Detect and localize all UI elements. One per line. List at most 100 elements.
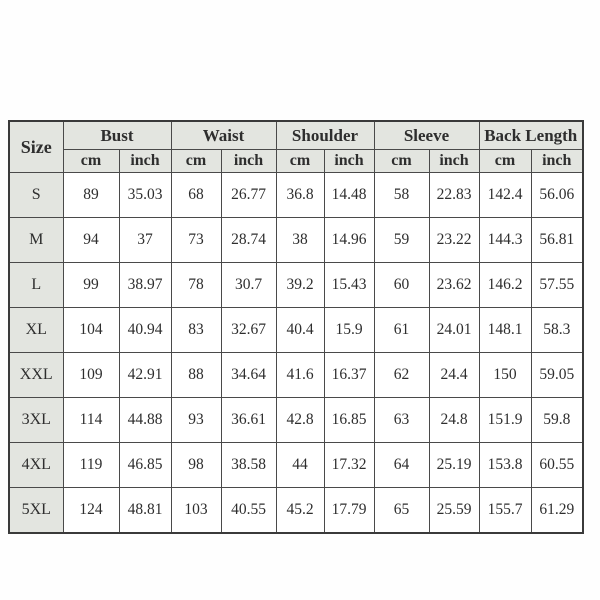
table-cell: 78	[170, 262, 222, 308]
table-cell: 34.64	[220, 352, 277, 398]
unit-header-waist-cm: cm	[170, 149, 222, 173]
table-cell: 104	[62, 307, 120, 353]
table-row-l: L 99 38.97 78 30.7 39.2 15.43 60 23.62 1…	[8, 262, 584, 308]
table-cell: 58	[373, 172, 430, 218]
table-cell: 22.83	[428, 172, 480, 218]
table-cell: 142.4	[478, 172, 532, 218]
table-row-xl: XL 104 40.94 83 32.67 40.4 15.9 61 24.01…	[8, 307, 584, 353]
table-cell: 119	[62, 442, 120, 488]
table-cell: 59	[373, 217, 430, 263]
unit-header-sleeve-inch: inch	[428, 149, 480, 173]
size-label: 3XL	[8, 397, 64, 443]
table-cell: 93	[170, 397, 222, 443]
column-header-shoulder: Shoulder	[275, 120, 375, 150]
table-cell: 39.2	[275, 262, 325, 308]
table-cell: 146.2	[478, 262, 532, 308]
size-label: S	[8, 172, 64, 218]
table-cell: 24.01	[428, 307, 480, 353]
table-cell: 59.05	[530, 352, 584, 398]
table-cell: 30.7	[220, 262, 277, 308]
table-cell: 44.88	[118, 397, 172, 443]
table-cell: 40.94	[118, 307, 172, 353]
size-label: XL	[8, 307, 64, 353]
table-cell: 89	[62, 172, 120, 218]
table-cell: 56.06	[530, 172, 584, 218]
table-cell: 40.55	[220, 487, 277, 533]
table-cell: 32.67	[220, 307, 277, 353]
size-label: M	[8, 217, 64, 263]
table-cell: 60	[373, 262, 430, 308]
unit-header-back-inch: inch	[530, 149, 584, 173]
column-header-back-length: Back Length	[478, 120, 584, 150]
table-cell: 35.03	[118, 172, 172, 218]
size-label: XXL	[8, 352, 64, 398]
column-header-bust: Bust	[62, 120, 172, 150]
table-cell: 59.8	[530, 397, 584, 443]
table-cell: 148.1	[478, 307, 532, 353]
table-cell: 38	[275, 217, 325, 263]
unit-header-shoulder-cm: cm	[275, 149, 325, 173]
table-cell: 16.85	[323, 397, 375, 443]
table-cell: 94	[62, 217, 120, 263]
table-cell: 155.7	[478, 487, 532, 533]
table-row-xxl: XXL 109 42.91 88 34.64 41.6 16.37 62 24.…	[8, 352, 584, 398]
column-header-sleeve: Sleeve	[373, 120, 480, 150]
table-cell: 144.3	[478, 217, 532, 263]
table-row-3xl: 3XL 114 44.88 93 36.61 42.8 16.85 63 24.…	[8, 397, 584, 443]
table-cell: 28.74	[220, 217, 277, 263]
size-label: L	[8, 262, 64, 308]
table-row-m: M 94 37 73 28.74 38 14.96 59 23.22 144.3…	[8, 217, 584, 263]
group-header-row: Size Bust Waist Shoulder Sleeve Back Len…	[8, 120, 584, 173]
unit-header-bust-cm: cm	[62, 149, 120, 173]
table-cell: 68	[170, 172, 222, 218]
table-cell: 38.97	[118, 262, 172, 308]
column-header-waist: Waist	[170, 120, 277, 150]
table-cell: 58.3	[530, 307, 584, 353]
table-cell: 103	[170, 487, 222, 533]
table-row-5xl: 5XL 124 48.81 103 40.55 45.2 17.79 65 25…	[8, 487, 584, 533]
table-cell: 41.6	[275, 352, 325, 398]
table-cell: 14.48	[323, 172, 375, 218]
table-cell: 15.43	[323, 262, 375, 308]
table-cell: 45.2	[275, 487, 325, 533]
table-cell: 150	[478, 352, 532, 398]
table-cell: 38.58	[220, 442, 277, 488]
table-cell: 88	[170, 352, 222, 398]
table-cell: 64	[373, 442, 430, 488]
table-cell: 44	[275, 442, 325, 488]
table-row-4xl: 4XL 119 46.85 98 38.58 44 17.32 64 25.19…	[8, 442, 584, 488]
table-cell: 15.9	[323, 307, 375, 353]
table-cell: 24.8	[428, 397, 480, 443]
table-cell: 56.81	[530, 217, 584, 263]
table-cell: 23.22	[428, 217, 480, 263]
table-cell: 36.8	[275, 172, 325, 218]
table-cell: 16.37	[323, 352, 375, 398]
table-cell: 17.79	[323, 487, 375, 533]
table-cell: 26.77	[220, 172, 277, 218]
size-label: 5XL	[8, 487, 64, 533]
table-cell: 57.55	[530, 262, 584, 308]
table-cell: 65	[373, 487, 430, 533]
table-cell: 60.55	[530, 442, 584, 488]
table-cell: 37	[118, 217, 172, 263]
table-cell: 17.32	[323, 442, 375, 488]
table-cell: 42.8	[275, 397, 325, 443]
unit-header-back-cm: cm	[478, 149, 532, 173]
table-row-s: S 89 35.03 68 26.77 36.8 14.48 58 22.83 …	[8, 172, 584, 218]
table-cell: 153.8	[478, 442, 532, 488]
table-cell: 25.59	[428, 487, 480, 533]
table-cell: 99	[62, 262, 120, 308]
table-cell: 14.96	[323, 217, 375, 263]
table-cell: 62	[373, 352, 430, 398]
unit-header-shoulder-inch: inch	[323, 149, 375, 173]
table-cell: 40.4	[275, 307, 325, 353]
table-cell: 151.9	[478, 397, 532, 443]
table-cell: 46.85	[118, 442, 172, 488]
size-label: 4XL	[8, 442, 64, 488]
table-cell: 124	[62, 487, 120, 533]
table-cell: 63	[373, 397, 430, 443]
table-cell: 98	[170, 442, 222, 488]
unit-header-waist-inch: inch	[220, 149, 277, 173]
table-cell: 109	[62, 352, 120, 398]
